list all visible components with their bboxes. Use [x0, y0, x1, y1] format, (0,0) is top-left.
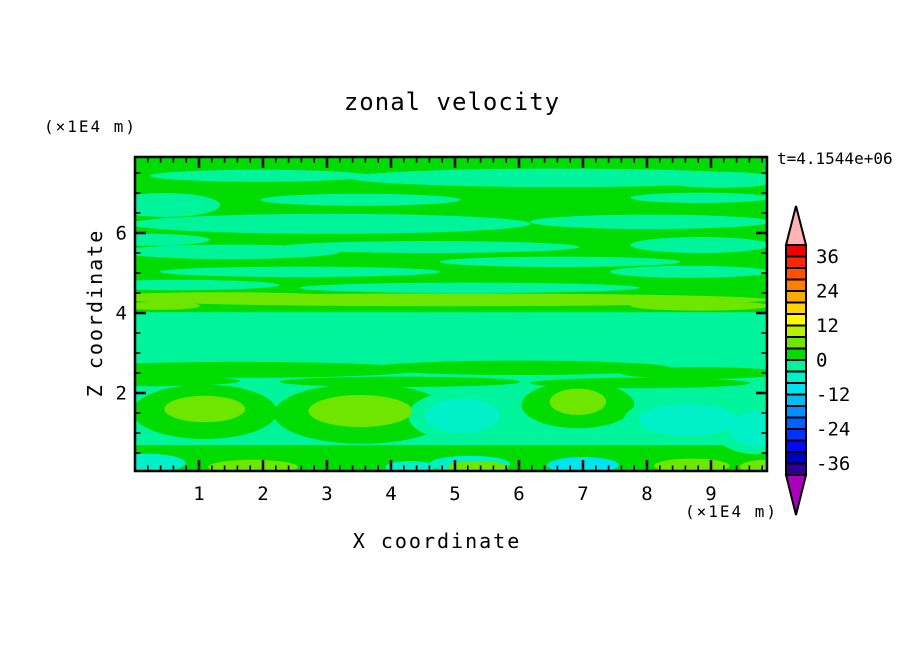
x-tick-label: 4: [385, 483, 396, 505]
colorbar-box: [785, 244, 807, 258]
contour-region: [439, 256, 681, 267]
contour-region: [135, 233, 210, 246]
x-axis-unit-label: (×1E4 m): [684, 502, 778, 521]
contour-region: [424, 398, 500, 433]
colorbar-tick-label: -12: [816, 384, 850, 406]
x-tick-label: 3: [321, 483, 332, 505]
contour-region: [308, 395, 413, 427]
contour-region: [149, 169, 370, 182]
x-tick-label: 5: [449, 483, 460, 505]
colorbar-box: [785, 428, 807, 442]
colorbar-box: [785, 255, 807, 269]
axis-ticks: [135, 157, 767, 471]
contour-region: [164, 395, 246, 423]
x-tick-label: 6: [513, 483, 524, 505]
x-tick-label: 1: [193, 483, 204, 505]
contour-region: [638, 403, 738, 436]
colorbar-box: [785, 416, 807, 430]
colorbar-box: [785, 313, 807, 327]
contour-region: [659, 171, 767, 188]
contour-region: [370, 360, 671, 375]
time-annotation: t=4.1544e+06: [777, 149, 893, 168]
colorbar-box: [785, 451, 807, 465]
colorbar-tick-label: -24: [816, 419, 850, 441]
z-tick-label: 6: [116, 223, 127, 245]
contour-field: [135, 157, 767, 471]
z-tick-label: 2: [116, 383, 127, 405]
contour-region: [630, 192, 767, 203]
contour-region: [135, 279, 280, 291]
z-tick-label: 4: [116, 303, 127, 325]
contour-region: [299, 282, 640, 293]
contour-region: [549, 388, 607, 415]
colorbar-tick-label: -36: [816, 453, 850, 475]
colorbar-tick-label: 12: [816, 315, 839, 337]
colorbar-tick-label: 0: [816, 350, 827, 372]
colorbar-over-arrow: [784, 205, 808, 246]
colorbar-box: [785, 393, 807, 407]
contour-region: [620, 367, 767, 379]
colorbar-box: [785, 370, 807, 384]
contour-region: [385, 461, 436, 471]
colorbar-box: [785, 278, 807, 292]
contour-region: [260, 193, 461, 206]
contour-region: [135, 213, 531, 234]
contour-region: [135, 244, 340, 259]
x-tick-label: 8: [641, 483, 652, 505]
colorbar-box: [785, 359, 807, 373]
colorbar-box: [785, 336, 807, 350]
x-tick-label: 9: [705, 483, 716, 505]
colorbar-box: [785, 301, 807, 315]
x-tick-label: 2: [257, 483, 268, 505]
colorbar-box: [785, 405, 807, 419]
contour-region: [135, 375, 240, 387]
contour-region: [280, 241, 580, 253]
colorbar: 36 24 12 0 -12 -24 -36: [784, 205, 850, 516]
colorbar-under-arrow: [784, 474, 808, 516]
contour-region: [135, 193, 221, 217]
x-axis-title: X coordinate: [352, 529, 522, 553]
contour-region: [135, 301, 201, 310]
colorbar-box: [785, 267, 807, 281]
x-tick-label: 7: [577, 483, 588, 505]
contour-region: [350, 168, 767, 187]
colorbar-tick-label: 36: [816, 246, 839, 268]
colorbar-box: [785, 439, 807, 453]
contour-region: [630, 237, 767, 253]
z-axis-unit-label: (×1E4 m): [44, 117, 138, 136]
contour-region: [529, 214, 767, 229]
plot-title: zonal velocity: [343, 88, 561, 116]
contour-region: [135, 361, 420, 378]
contour-region: [609, 265, 767, 278]
contour-region: [279, 376, 521, 387]
colorbar-box: [785, 290, 807, 304]
contour-region: [728, 411, 767, 447]
colorbar-tick-label: 24: [816, 281, 839, 303]
colorbar-box: [785, 324, 807, 338]
colorbar-box: [785, 462, 807, 476]
contour-region: [630, 301, 767, 311]
contour-region: [135, 292, 341, 302]
contour-region: [739, 459, 767, 471]
colorbar-box: [785, 382, 807, 396]
colorbar-box: [785, 347, 807, 361]
contour-region: [159, 266, 441, 277]
